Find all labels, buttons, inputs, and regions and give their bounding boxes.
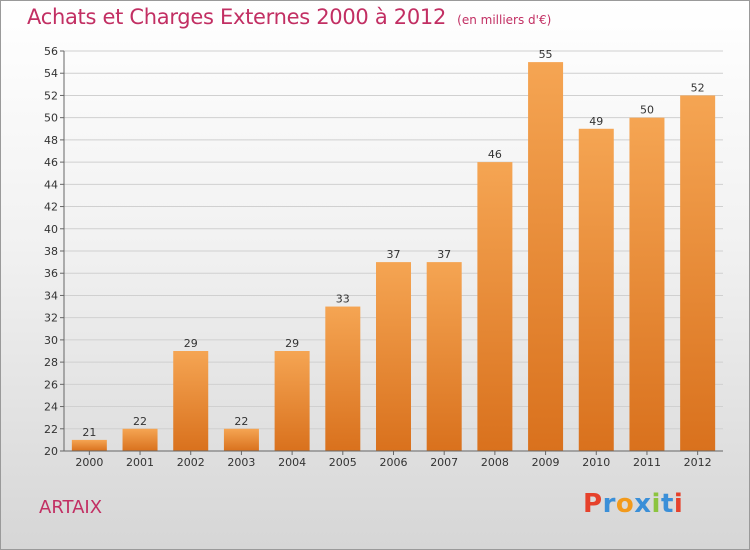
- x-tick-label: 2002: [177, 456, 205, 469]
- data-label: 29: [285, 337, 299, 350]
- x-tick-label: 2006: [380, 456, 408, 469]
- bar-2007: [426, 262, 462, 451]
- y-tick-label: 34: [44, 289, 58, 302]
- y-tick-label: 30: [44, 334, 58, 347]
- x-tick-label: 2011: [633, 456, 661, 469]
- bar-2011: [629, 117, 665, 452]
- logo-letter: x: [634, 489, 652, 519]
- data-label: 37: [437, 248, 451, 261]
- y-tick-label: 54: [44, 67, 58, 80]
- bar-2010: [578, 128, 614, 451]
- commune-name: ARTAIX: [39, 497, 103, 518]
- data-label: 52: [691, 81, 705, 94]
- y-tick-label: 48: [44, 134, 58, 147]
- chart-title: Achats et Charges Externes 2000 à 2012: [27, 5, 447, 29]
- y-tick-label: 46: [44, 156, 58, 169]
- x-tick-label: 2003: [227, 456, 255, 469]
- x-tick-label: 2009: [532, 456, 560, 469]
- y-tick-label: 20: [44, 445, 58, 458]
- data-label: 22: [234, 415, 248, 428]
- y-tick-label: 38: [44, 245, 58, 258]
- title-row: Achats et Charges Externes 2000 à 2012 (…: [27, 5, 551, 29]
- y-tick-label: 24: [44, 401, 58, 414]
- x-tick-label: 2012: [684, 456, 712, 469]
- unit-note: (en milliers d'€): [457, 13, 552, 27]
- y-tick-label: 32: [44, 312, 58, 325]
- bar-2001: [122, 428, 158, 451]
- x-tick-label: 2001: [126, 456, 154, 469]
- logo-letter: o: [615, 489, 635, 519]
- x-tick-label: 2007: [430, 456, 458, 469]
- bar-2000: [71, 439, 107, 451]
- bar-2006: [376, 262, 411, 451]
- x-tick-label: 2005: [329, 456, 357, 469]
- y-tick-label: 50: [44, 112, 58, 125]
- y-tick-label: 26: [44, 378, 58, 391]
- logo-letter: i: [673, 489, 684, 519]
- bar-2002: [173, 351, 209, 451]
- bar-2005: [325, 306, 361, 451]
- bar-2008: [477, 162, 513, 451]
- data-label: 21: [82, 426, 96, 439]
- data-label: 33: [336, 293, 350, 306]
- logo-letter: i: [651, 489, 661, 519]
- bars: 21 22 29 22 29 33 37 37 46 55 49 50 52: [71, 48, 716, 452]
- proxiti-logo[interactable]: Proxiti: [583, 489, 683, 519]
- data-label: 37: [387, 248, 401, 261]
- y-tick-label: 42: [44, 201, 58, 214]
- y-tick-label: 22: [44, 423, 58, 436]
- data-label: 55: [539, 48, 553, 61]
- y-tick-label: 28: [44, 356, 58, 369]
- logo-letter: t: [660, 489, 674, 519]
- bar-2004: [274, 351, 310, 451]
- data-label: 46: [488, 148, 502, 161]
- y-tick-label: 52: [44, 89, 58, 102]
- bar-2009: [528, 62, 564, 451]
- bar-2003: [223, 428, 259, 451]
- y-tick-label: 44: [44, 178, 58, 191]
- x-tick-label: 2000: [75, 456, 103, 469]
- data-label: 49: [589, 115, 603, 128]
- bar-2012: [680, 95, 716, 451]
- logo-letter: P: [583, 489, 603, 519]
- x-tick-label: 2008: [481, 456, 509, 469]
- x-tick-label: 2010: [582, 456, 610, 469]
- data-label: 29: [184, 337, 198, 350]
- data-label: 22: [133, 415, 147, 428]
- logo-letter: r: [602, 489, 616, 519]
- y-tick-label: 36: [44, 267, 58, 280]
- data-label: 50: [640, 104, 654, 117]
- axes: 20 22 24 26 28 30 32 34 36 38 40 42 44 46 48 50 52 54 56 20…: [44, 45, 723, 469]
- x-tick-label: 2004: [278, 456, 306, 469]
- y-tick-label: 56: [44, 45, 58, 58]
- y-tick-label: 40: [44, 223, 58, 236]
